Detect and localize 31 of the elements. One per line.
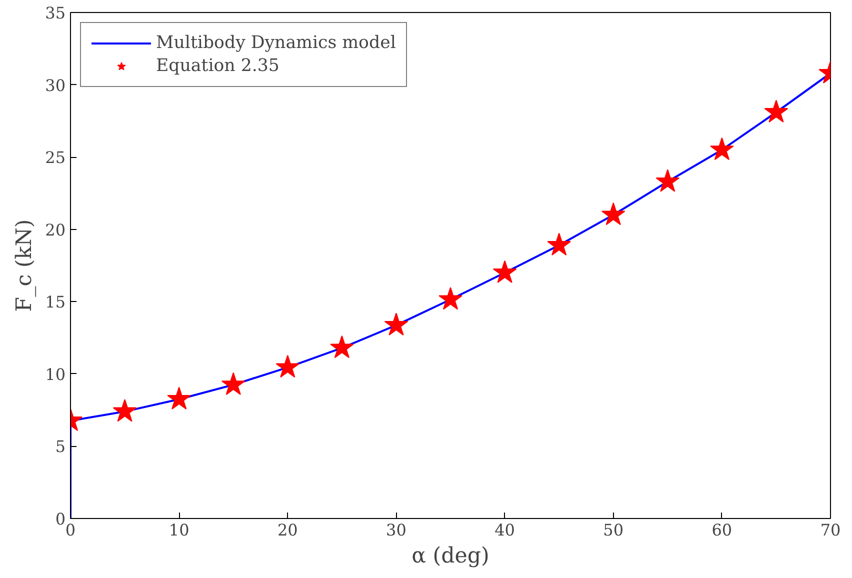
point (384, 312, 408, 336)
point (276, 354, 300, 378)
x-tick-label: 60 (712, 520, 732, 540)
x-tick-label: 20 (277, 520, 298, 540)
point (492, 260, 517, 283)
y-tick-label: 30 (45, 76, 66, 95)
x-tick-label: 30 (386, 520, 406, 540)
x-tick-label: 40 (494, 520, 515, 540)
y-tick-label: 15 (45, 292, 66, 312)
x-axis-title: α (deg) (412, 544, 490, 568)
point (764, 100, 788, 122)
point (656, 169, 680, 192)
y-tick-label: 5 (55, 437, 66, 456)
legend-label: Equation 2.35 (156, 56, 280, 76)
y-tick-label: 25 (45, 148, 66, 168)
point (112, 399, 137, 422)
y-tick-label: 20 (45, 220, 66, 240)
point (710, 137, 734, 160)
x-tick-label: 70 (820, 520, 841, 540)
point (601, 202, 626, 226)
legend-label: Multibody Dynamics model (156, 33, 396, 53)
point (167, 386, 191, 410)
point (221, 372, 246, 395)
point (547, 232, 571, 256)
point (330, 335, 354, 358)
y-axis-title: F_c (kN) (12, 219, 38, 312)
point (438, 286, 462, 310)
x-tick-label: 10 (168, 520, 190, 540)
y-tick-label: 35 (45, 4, 66, 22)
y-tick-label: 10 (45, 364, 66, 384)
x-tick-label: 50 (603, 520, 624, 540)
